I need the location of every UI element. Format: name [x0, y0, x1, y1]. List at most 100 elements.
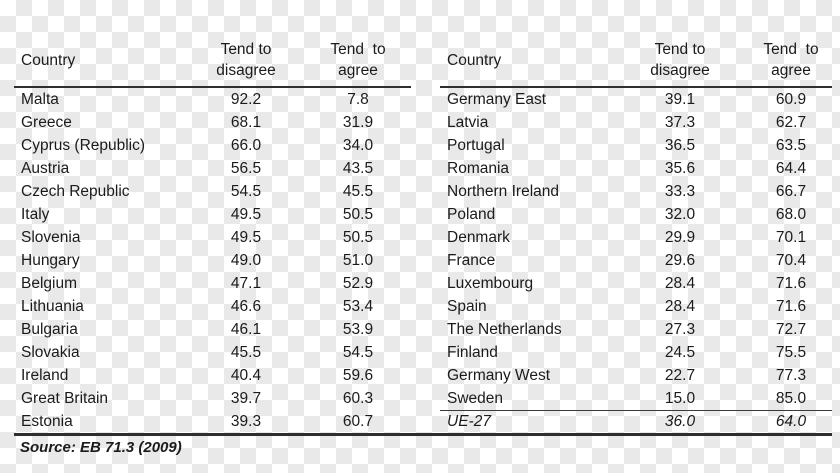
column-header-tend-to-disagree: Tend to disagree [174, 35, 318, 86]
disagree-value-cell: 15.0 [664, 389, 696, 407]
country-cell: Austria [21, 159, 70, 177]
header-line: Tend to [330, 41, 386, 58]
disagree-value-cell: 37.3 [664, 113, 696, 131]
agree-value-cell: 53.4 [342, 297, 374, 315]
disagree-value-cell: 28.4 [664, 297, 696, 315]
header-line: disagree [216, 62, 276, 79]
agree-value-cell: 34.0 [342, 136, 374, 154]
country-cell: UE-27 [447, 413, 491, 430]
header-line: Tend to [763, 41, 819, 58]
disagree-value-cell: 29.9 [664, 228, 696, 246]
country-cell: Belgium [21, 274, 77, 292]
country-cell: Great Britain [21, 389, 109, 407]
country-cell: Romania [447, 159, 510, 177]
disagree-value-cell: 45.5 [230, 343, 262, 361]
table-right-panel: Country Tend to disagree Tend to agree G… [440, 35, 832, 433]
table-header-row: Country Tend to disagree Tend to agree [440, 35, 832, 88]
disagree-value-cell: 54.5 [230, 182, 262, 200]
disagree-value-cell: 35.6 [664, 159, 696, 177]
country-cell: Malta [21, 90, 59, 108]
table-row: Malta 92.2 7.8 [14, 88, 411, 111]
country-cell: Germany East [447, 90, 547, 108]
agree-value-cell: 54.5 [342, 343, 374, 361]
agree-value-cell: 70.1 [775, 228, 807, 246]
country-cell: Czech Republic [21, 182, 130, 200]
table-body: Germany East 39.1 60.9 Latvia 37.3 62.7 … [440, 88, 832, 433]
country-cell: France [447, 251, 496, 269]
table-body: Malta 92.2 7.8 Greece 68.1 31.9 Cyprus (… [14, 88, 411, 433]
agree-value-cell: 31.9 [342, 113, 374, 131]
agree-value-cell: 63.5 [775, 136, 807, 154]
country-cell: Ireland [21, 366, 69, 384]
table-summary-row-ue27: UE-27 36.0 64.0 [440, 410, 832, 433]
table-row: Northern Ireland 33.3 66.7 [440, 180, 832, 203]
column-header-tend-to-agree: Tend to agree [750, 35, 832, 86]
agree-value-cell: 59.6 [342, 366, 374, 384]
country-cell: Hungary [21, 251, 80, 269]
disagree-value-cell: 40.4 [230, 366, 262, 384]
column-header-country: Country [21, 51, 76, 69]
disagree-value-cell: 47.1 [230, 274, 262, 292]
table-row: Ireland 40.4 59.6 [14, 364, 411, 387]
country-cell: Italy [21, 205, 50, 223]
country-cell: The Netherlands [447, 320, 562, 338]
country-cell: Lithuania [21, 297, 84, 315]
agree-value-cell: 60.7 [342, 412, 374, 430]
agree-value-cell: 62.7 [775, 113, 807, 131]
agree-value-cell: 64.0 [775, 413, 807, 430]
agree-value-cell: 68.0 [775, 205, 807, 223]
agree-value-cell: 45.5 [342, 182, 374, 200]
table-row: Spain 28.4 71.6 [440, 295, 832, 318]
table-row: Lithuania 46.6 53.4 [14, 295, 411, 318]
disagree-value-cell: 56.5 [230, 159, 262, 177]
agree-value-cell: 75.5 [775, 343, 807, 361]
disagree-value-cell: 49.0 [230, 251, 262, 269]
table-row: Romania 35.6 64.4 [440, 157, 832, 180]
agree-value-cell: 51.0 [342, 251, 374, 269]
table-row: Czech Republic 54.5 45.5 [14, 180, 411, 203]
table-row: Germany East 39.1 60.9 [440, 88, 832, 111]
column-header-country: Country [447, 51, 502, 69]
table-bottom-rule [14, 433, 832, 436]
country-cell: Portugal [447, 136, 505, 154]
country-cell: Bulgaria [21, 320, 78, 338]
disagree-value-cell: 27.3 [664, 320, 696, 338]
agree-value-cell: 77.3 [775, 366, 807, 384]
country-cell: Germany West [447, 366, 551, 384]
table-row: Great Britain 39.7 60.3 [14, 387, 411, 410]
disagree-value-cell: 39.3 [230, 412, 262, 430]
table-row: Greece 68.1 31.9 [14, 111, 411, 134]
agree-value-cell: 60.3 [342, 389, 374, 407]
country-cell: Luxembourg [447, 274, 534, 292]
disagree-value-cell: 24.5 [664, 343, 696, 361]
table-header-row: Country Tend to disagree Tend to agree [14, 35, 411, 88]
disagree-value-cell: 92.2 [230, 90, 262, 108]
table-row: Austria 56.5 43.5 [14, 157, 411, 180]
country-cell: Slovakia [21, 343, 80, 361]
agree-value-cell: 66.7 [775, 182, 807, 200]
agree-value-cell: 85.0 [775, 389, 807, 407]
table-row: France 29.6 70.4 [440, 249, 832, 272]
table-row: The Netherlands 27.3 72.7 [440, 318, 832, 341]
table-row: Hungary 49.0 51.0 [14, 249, 411, 272]
table-row: Bulgaria 46.1 53.9 [14, 318, 411, 341]
table-left-panel: Country Tend to disagree Tend to agree M… [14, 35, 411, 433]
header-line: agree [338, 62, 378, 79]
country-cell: Poland [447, 205, 496, 223]
table-row: Cyprus (Republic) 66.0 34.0 [14, 134, 411, 157]
agree-value-cell: 72.7 [775, 320, 807, 338]
agree-value-cell: 70.4 [775, 251, 807, 269]
agree-value-cell: 53.9 [342, 320, 374, 338]
disagree-value-cell: 49.5 [230, 205, 262, 223]
agree-value-cell: 50.5 [342, 205, 374, 223]
table-row: Denmark 29.9 70.1 [440, 226, 832, 249]
table-row: Poland 32.0 68.0 [440, 203, 832, 226]
column-header-tend-to-disagree: Tend to disagree [610, 35, 750, 86]
disagree-value-cell: 36.5 [664, 136, 696, 154]
agree-value-cell: 52.9 [342, 274, 374, 292]
table-row: Luxembourg 28.4 71.6 [440, 272, 832, 295]
disagree-value-cell: 29.6 [664, 251, 696, 269]
disagree-value-cell: 28.4 [664, 274, 696, 292]
country-cell: Greece [21, 113, 72, 131]
country-cell: Spain [447, 297, 487, 315]
